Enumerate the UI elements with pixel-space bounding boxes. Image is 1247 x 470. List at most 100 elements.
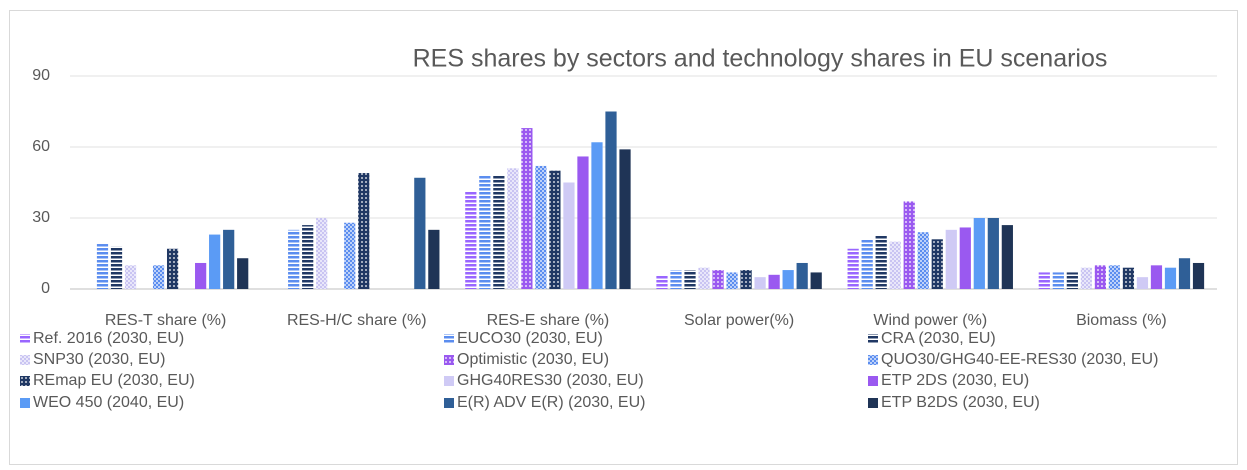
legend-swatch [20, 398, 30, 408]
bar [344, 222, 356, 289]
bar [889, 241, 901, 289]
bar [684, 270, 696, 289]
x-tick-label: Biomass (%) [1076, 312, 1167, 329]
legend-swatch [20, 355, 30, 365]
bar [96, 244, 109, 289]
x-tick-label: RES-E share (%) [487, 312, 610, 329]
bar [656, 274, 668, 289]
bar [847, 248, 859, 289]
legend-label: REmap EU (2030, EU) [33, 372, 195, 389]
x-tick-label: Solar power(%) [684, 312, 794, 329]
legend-label: GHG40RES30 (2030, EU) [457, 372, 644, 389]
legend-label: QUO30/GHG40-EE-RES30 (2030, EU) [881, 351, 1158, 368]
bar [959, 227, 971, 289]
bar [875, 234, 887, 289]
bar [945, 229, 957, 289]
legend-swatch [444, 398, 454, 408]
legend-label: SNP30 (2030, EU) [33, 351, 166, 368]
bar [987, 218, 999, 289]
bar [1122, 267, 1135, 289]
bar [768, 274, 780, 289]
legend-label: CRA (2030, EU) [881, 330, 996, 347]
y-tick-label: 30 [32, 209, 50, 226]
bar [605, 111, 617, 289]
legend-swatch [868, 355, 878, 365]
y-tick-label: 90 [32, 67, 50, 84]
bar [1136, 277, 1149, 289]
bar [209, 234, 221, 289]
legend-swatch [444, 334, 454, 344]
bar [1066, 272, 1078, 289]
bar [414, 177, 426, 289]
bar [740, 270, 752, 289]
legend-swatch [868, 376, 878, 386]
bar [479, 175, 491, 289]
bar [1178, 258, 1191, 289]
x-tick-label: RES-T share (%) [105, 312, 227, 329]
bar [302, 225, 314, 289]
bar [166, 248, 179, 289]
bar [1001, 225, 1013, 289]
legend-label: Ref. 2016 (2030, EU) [33, 330, 184, 347]
bar [903, 201, 915, 289]
legend-swatch [444, 376, 454, 386]
bar [1164, 267, 1177, 289]
legend-label: Optimistic (2030, EU) [457, 351, 609, 368]
bar [493, 175, 505, 289]
legend-label: E(R) ADV E(R) (2030, EU) [457, 394, 645, 411]
bar [577, 156, 589, 289]
bar [973, 218, 985, 289]
bar [712, 270, 724, 289]
bar [521, 128, 533, 289]
bar [507, 168, 519, 289]
bar [754, 277, 766, 289]
bar [931, 239, 943, 289]
bar [1052, 272, 1064, 289]
bar [1150, 265, 1163, 289]
legend-swatch [868, 398, 878, 408]
bar [591, 142, 603, 289]
legend-label: EUCO30 (2030, EU) [457, 330, 603, 347]
bar [810, 272, 822, 289]
bar [110, 246, 123, 289]
bar [316, 218, 328, 289]
bar [237, 258, 249, 289]
x-tick-label: Wind power (%) [873, 312, 987, 329]
x-tick-label: RES-H/C share (%) [287, 312, 427, 329]
bar [1038, 272, 1050, 289]
y-tick-label: 0 [41, 280, 50, 297]
bar [1094, 265, 1106, 289]
bar [796, 262, 808, 289]
legend-swatch [868, 334, 878, 344]
bar [549, 170, 561, 289]
bar [288, 229, 300, 289]
legend-label: ETP B2DS (2030, EU) [881, 394, 1040, 411]
bar [917, 232, 929, 289]
bar [535, 165, 547, 289]
bar [1192, 262, 1205, 289]
legend-swatch [20, 334, 30, 344]
legend-label: WEO 450 (2040, EU) [33, 394, 184, 411]
chart-title: RES shares by sectors and technology sha… [413, 45, 1108, 73]
bar [1108, 265, 1121, 289]
bar [670, 270, 682, 289]
bar [152, 265, 165, 289]
bar [195, 262, 207, 289]
bar [861, 239, 873, 289]
bar [698, 267, 710, 289]
bar [223, 229, 235, 289]
bar [358, 173, 370, 289]
bar [619, 149, 631, 289]
bar [782, 270, 794, 289]
legend-label: ETP 2DS (2030, EU) [881, 372, 1029, 389]
bar [726, 272, 738, 289]
bar [428, 229, 440, 289]
legend-swatch [20, 376, 30, 386]
y-tick-label: 60 [32, 138, 50, 155]
bar [563, 182, 575, 289]
bar [124, 265, 137, 289]
bar [1080, 267, 1092, 289]
legend-swatch [444, 355, 454, 365]
bar [465, 191, 477, 289]
